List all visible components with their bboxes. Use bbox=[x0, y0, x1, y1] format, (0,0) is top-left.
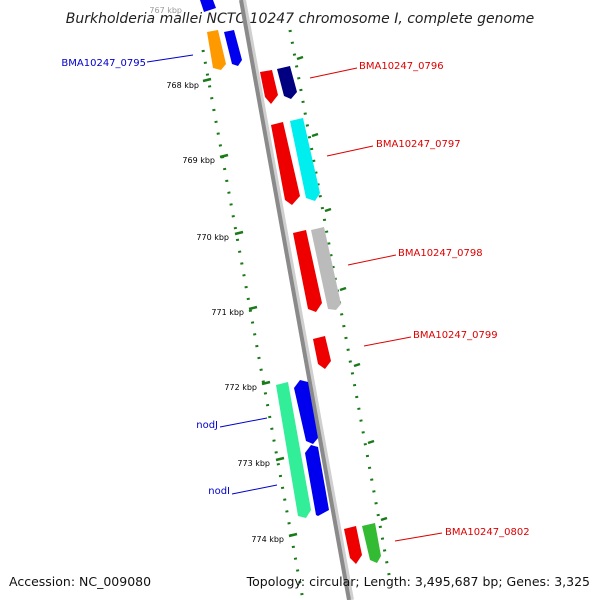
leader-bma10247-0796 bbox=[309, 67, 358, 79]
leader-bma10247-0795 bbox=[146, 54, 194, 63]
leader-bma10247-0802 bbox=[394, 532, 443, 542]
label-bma10247-0797[interactable]: BMA10247_0797 bbox=[376, 139, 461, 150]
label-bma10247-0799[interactable]: BMA10247_0799 bbox=[413, 330, 498, 341]
tick-label-770: 770 kbp bbox=[196, 233, 229, 242]
label-bma10247-0798[interactable]: BMA10247_0798 bbox=[398, 248, 483, 259]
right-ring-ticks bbox=[296, 55, 388, 522]
gene-bma10247-0795-orange[interactable] bbox=[207, 30, 226, 70]
gene-nodj-blue[interactable] bbox=[294, 380, 318, 444]
label-bma10247-0802[interactable]: BMA10247_0802 bbox=[445, 527, 530, 538]
label-bma10247-0795[interactable]: BMA10247_0795 bbox=[61, 58, 146, 69]
label-nodi[interactable]: nodI bbox=[208, 486, 230, 497]
accession-text: Accession: NC_009080 bbox=[9, 574, 151, 589]
leader-bma10247-0799 bbox=[363, 336, 412, 347]
label-nodj[interactable]: nodJ bbox=[196, 420, 218, 431]
leader-bma10247-0797 bbox=[326, 145, 374, 157]
map-title: Burkholderia mallei NCTC 10247 chromosom… bbox=[66, 11, 535, 27]
gene-bma10247-0797-cyan[interactable] bbox=[290, 118, 320, 201]
tick-marks bbox=[202, 77, 298, 538]
outer-ring-left bbox=[201, 49, 305, 600]
gene-bma10247-0796-red[interactable] bbox=[260, 70, 278, 104]
tick-label-767: 767 kbp bbox=[149, 6, 182, 15]
gene-bma10247-0797-red[interactable] bbox=[271, 122, 300, 205]
label-bma10247-0796[interactable]: BMA10247_0796 bbox=[359, 61, 444, 72]
gene-bma10247-0802-green[interactable] bbox=[362, 523, 381, 563]
backbone bbox=[239, 0, 351, 600]
tick-label-772: 772 kbp bbox=[224, 383, 257, 392]
tick-label-773: 773 kbp bbox=[237, 459, 270, 468]
tick-label-768: 768 kbp bbox=[166, 81, 199, 90]
tick-label-769: 769 kbp bbox=[182, 156, 215, 165]
tick-label-771: 771 kbp bbox=[211, 308, 244, 317]
leader-nodj bbox=[219, 417, 268, 428]
genome-summary-text: Topology: circular; Length: 3,495,687 bp… bbox=[246, 574, 590, 589]
tick-label-774: 774 kbp bbox=[251, 535, 284, 544]
gene-bma10247-0799[interactable] bbox=[313, 336, 331, 369]
leader-bma10247-0798 bbox=[347, 254, 397, 266]
gene-nodi-blue[interactable] bbox=[305, 445, 329, 516]
gene-top-blue-clipped[interactable] bbox=[200, 0, 216, 12]
gene-nodj-nodi-green[interactable] bbox=[276, 382, 311, 518]
leader-nodi bbox=[231, 484, 278, 495]
gene-bma10247-0798-grey[interactable] bbox=[311, 227, 341, 310]
gene-bma10247-0798-red[interactable] bbox=[293, 230, 322, 312]
gene-bma10247-0796-navy[interactable] bbox=[277, 66, 297, 99]
gene-bma10247-0795-blue[interactable] bbox=[224, 30, 242, 66]
gene-bma10247-0802-red[interactable] bbox=[344, 526, 362, 564]
